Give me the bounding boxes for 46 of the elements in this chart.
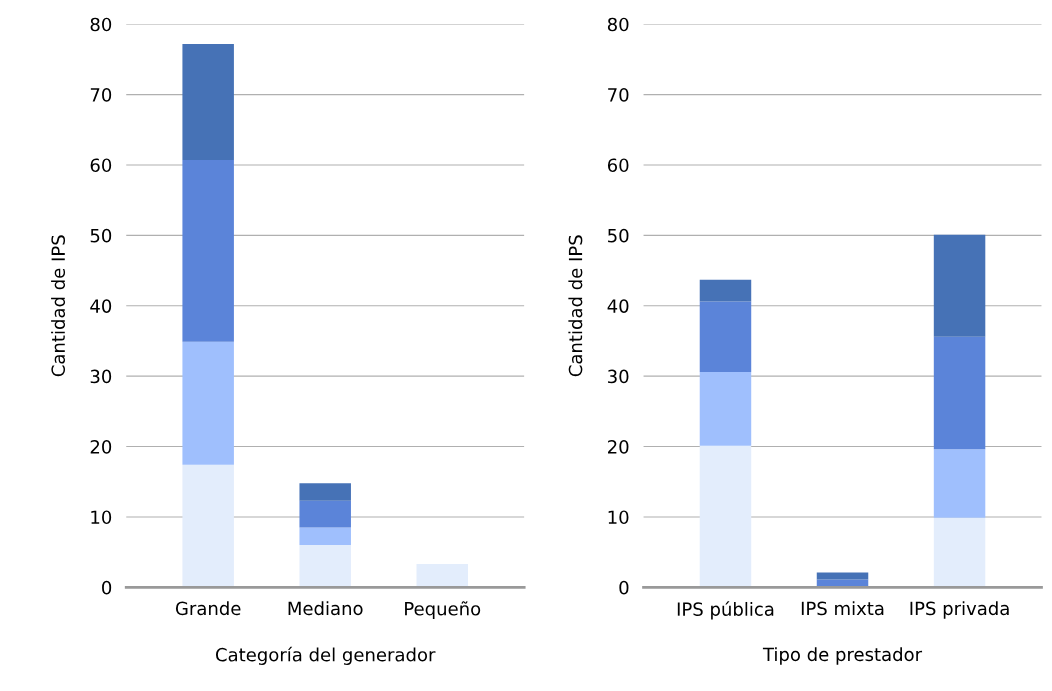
y-tick-label: 50	[90, 228, 112, 243]
bar	[299, 483, 351, 501]
y-tick-label: 80	[90, 17, 112, 32]
bar	[416, 564, 468, 588]
x-tick-label: IPS pública	[677, 601, 774, 620]
x-tick-label: IPS mixta	[801, 601, 884, 616]
bar	[299, 500, 351, 528]
y-tick-label: 60	[607, 158, 629, 173]
bar	[699, 279, 752, 302]
y-tick-label: 20	[90, 440, 112, 454]
y-tick-label: 40	[90, 299, 112, 313]
bar	[182, 43, 234, 161]
x-tick-label: Grande	[175, 601, 241, 616]
x-tick-label: IPS privada	[910, 601, 1009, 619]
y-tick-label: 0	[619, 580, 629, 595]
x-axis-title: Categoría del generador	[215, 646, 436, 665]
y-tick-label: 20	[608, 440, 629, 454]
bar	[816, 572, 869, 580]
y-tick-label: 10	[91, 510, 112, 525]
bar	[182, 341, 234, 465]
bar	[699, 371, 752, 446]
y-axis-title: Cantidad de IPS	[51, 235, 66, 377]
bar	[933, 517, 986, 588]
x-tick-label: Pequeño	[405, 601, 481, 620]
y-tick-label: 50	[608, 228, 629, 243]
bar	[182, 464, 234, 588]
y-tick-label: 30	[90, 369, 112, 384]
x-axis-title: Tipo de prestador	[762, 647, 923, 665]
bar	[933, 234, 986, 337]
y-tick-label: 60	[90, 158, 112, 173]
y-tick-label: 70	[90, 88, 112, 102]
y-axis-title: Cantidad de IPS	[568, 235, 583, 377]
y-tick-label: 70	[608, 88, 629, 102]
bar	[299, 527, 351, 546]
y-tick-label: 0	[102, 580, 112, 595]
bar	[933, 336, 986, 450]
bar	[933, 449, 986, 518]
bar	[699, 445, 752, 588]
x-tick-label: Mediano	[288, 601, 363, 616]
bar	[182, 160, 234, 342]
y-tick-label: 30	[608, 369, 629, 384]
y-tick-label: 80	[607, 17, 629, 32]
bar	[299, 545, 351, 588]
bar	[699, 301, 752, 372]
y-tick-label: 40	[607, 299, 629, 313]
y-tick-label: 10	[608, 510, 629, 525]
